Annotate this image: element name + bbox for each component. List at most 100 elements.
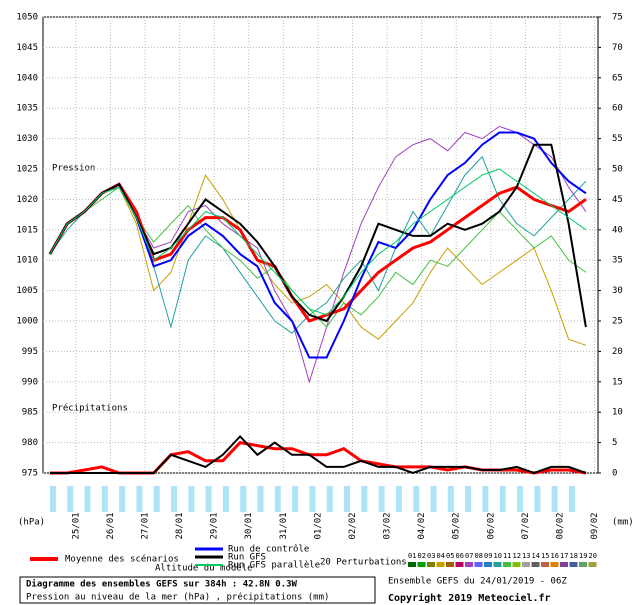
perturbation-swatch: [522, 562, 530, 567]
x-tick-label: 31/01: [279, 512, 289, 539]
perturbation-number: 04: [437, 552, 445, 560]
perturbation-swatch: [465, 562, 473, 567]
y-tick-label: 1015: [16, 225, 38, 235]
y2-tick-label: 75: [612, 13, 623, 23]
perturbation-number: 19: [579, 552, 587, 560]
perturbation-number: 13: [522, 552, 530, 560]
perturbation-number: 06: [456, 552, 464, 560]
y2-tick-label: 70: [612, 43, 623, 53]
x-tick-label: 02/02: [348, 512, 358, 539]
perturbation-number: 03: [427, 552, 435, 560]
y2-tick-label: 50: [612, 165, 623, 175]
info-strip: [326, 486, 333, 512]
y-tick-label: 1010: [16, 256, 38, 266]
y2-tick-label: 30: [612, 286, 623, 296]
perturbation-number: 05: [446, 552, 454, 560]
perturbation-number: 20: [589, 552, 597, 560]
info-strip: [568, 486, 575, 512]
y-tick-label: 1000: [16, 317, 38, 327]
x-tick-label: 25/01: [71, 512, 81, 539]
y-tick-label: 1030: [16, 134, 38, 144]
info-strip: [153, 486, 160, 512]
y-tick-label: 1050: [16, 13, 38, 23]
perturbations-label: 20 Perturbations: [320, 558, 407, 568]
y2-tick-label: 55: [612, 134, 623, 144]
info-strip: [67, 486, 74, 512]
x-tick-label: 05/02: [452, 512, 462, 539]
y-tick-label: 1045: [16, 43, 38, 53]
info-strip: [119, 486, 126, 512]
x-tick-label: 30/01: [244, 512, 254, 539]
y-tick-label: 985: [22, 408, 38, 418]
y2-tick-label: 60: [612, 104, 623, 114]
perturbation-swatch: [560, 562, 568, 567]
info-strip: [430, 486, 437, 512]
y2-tick-label: 35: [612, 256, 623, 266]
legend-label: Run de contrôle: [228, 544, 309, 555]
perturbation-swatch: [569, 562, 578, 567]
info-strip: [171, 486, 178, 512]
info-strip: [136, 486, 143, 512]
run-info: Ensemble GEFS du 24/01/2019 - 06Z: [388, 577, 567, 587]
info-strip: [465, 486, 472, 512]
perturbation-number: 07: [465, 552, 473, 560]
subtitle: Pression au niveau de la mer (hPa) , pré…: [26, 592, 329, 603]
y-tick-label: 1020: [16, 195, 38, 205]
info-strip: [482, 486, 489, 512]
perturbation-swatch: [531, 562, 540, 567]
y2-tick-label: 20: [612, 347, 623, 357]
y2-tick-label: 40: [612, 225, 623, 235]
plot-frame: [42, 16, 599, 474]
y-tick-label: 990: [22, 377, 38, 387]
legend-label: Moyenne des scénarios: [65, 554, 179, 565]
legend-label: Run GFS parallèle: [228, 560, 320, 571]
x-tick-label: 08/02: [555, 512, 565, 539]
perturbation-number: 02: [418, 552, 426, 560]
perturbation-number: 12: [513, 552, 521, 560]
y2-tick-label: 5: [612, 438, 617, 448]
info-strip: [344, 486, 351, 512]
perturbation-swatch: [493, 562, 502, 567]
perturbation-number: 18: [570, 552, 578, 560]
title-box: [19, 576, 376, 604]
perturbation-swatch: [408, 562, 416, 567]
x-tick-label: 03/02: [383, 512, 393, 539]
perturbation-line: [49, 174, 587, 346]
y-tick-label: 975: [22, 469, 38, 479]
info-strip: [188, 486, 195, 512]
info-strip: [534, 486, 541, 512]
info-strip: [499, 486, 506, 512]
info-strip: [240, 486, 247, 512]
x-tick-label: 09/02: [590, 512, 600, 539]
perturbation-number: 16: [551, 552, 559, 560]
info-strip: [447, 486, 454, 512]
x-tick-label: 26/01: [106, 512, 116, 539]
precip-label: Précipitations: [52, 403, 128, 414]
altitude-label: Altitude du modèle: [155, 563, 253, 574]
info-strip: [257, 486, 264, 512]
perturbation-number: 14: [532, 552, 540, 560]
info-strip: [309, 486, 316, 512]
y-tick-label: 1035: [16, 104, 38, 114]
x-tick-label: 27/01: [141, 512, 151, 539]
x-tick-label: 29/01: [210, 512, 220, 539]
y2-tick-label: 10: [612, 408, 623, 418]
y2-unit: (mm): [612, 518, 634, 528]
info-strip: [84, 486, 91, 512]
info-strip: [361, 486, 368, 512]
perturbation-swatch: [455, 562, 464, 567]
perturbation-number: 11: [503, 552, 511, 560]
y2-tick-label: 25: [612, 317, 623, 327]
perturbation-swatch: [436, 562, 445, 567]
info-strip: [101, 486, 108, 512]
x-tick-label: 07/02: [521, 512, 531, 539]
info-strip: [413, 486, 420, 512]
y2-tick-label: 65: [612, 73, 623, 83]
copyright: Copyright 2019 Meteociel.fr: [388, 592, 551, 604]
info-strip: [49, 486, 56, 512]
perturbation-number: 09: [484, 552, 492, 560]
info-strip: [292, 486, 299, 512]
x-tick-label: 06/02: [486, 512, 496, 539]
y2-tick-label: 45: [612, 195, 623, 205]
